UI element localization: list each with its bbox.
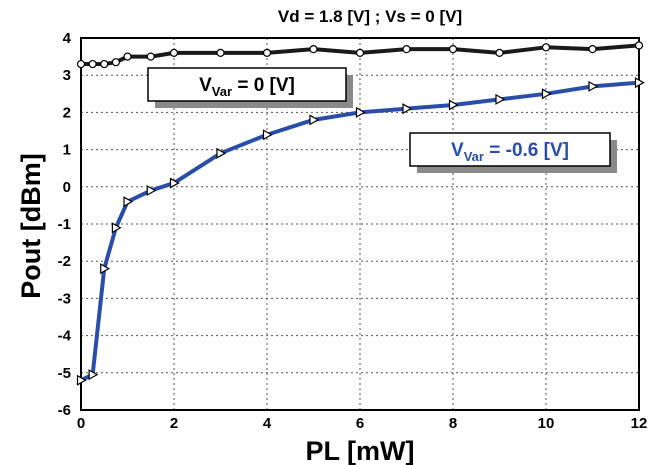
legend-box-0: VVar = 0 [V]: [147, 67, 353, 108]
data-point: [216, 147, 227, 159]
y-tick-label: 2: [63, 104, 71, 121]
legend-label-main: V: [199, 75, 212, 96]
legend-label-rest: = -0.6 [V]: [484, 140, 569, 161]
data-point: [448, 45, 458, 54]
data-point: [634, 77, 645, 89]
legend-label-main: V: [451, 140, 464, 161]
series-1: [76, 77, 645, 386]
y-tick-label: -1: [58, 216, 71, 233]
data-point: [169, 177, 180, 189]
y-tick-label: 1: [63, 142, 71, 159]
data-point: [402, 45, 411, 54]
y-tick-label: -3: [58, 290, 71, 307]
legend-frame: [409, 132, 611, 167]
data-point: [111, 58, 120, 67]
legend-frame: [147, 67, 347, 102]
data-point: [111, 222, 122, 234]
data-point: [541, 88, 552, 100]
data-point: [88, 59, 97, 69]
x-axis-label: PL [mW]: [306, 436, 415, 465]
data-point: [146, 184, 157, 197]
series-0: [76, 41, 644, 69]
data-point: [146, 52, 155, 61]
legend-label: VVar = 0 [V]: [199, 75, 295, 99]
legend-label-sub: Var: [464, 149, 484, 164]
data-point: [76, 374, 87, 386]
data-point: [309, 45, 318, 54]
data-point: [123, 52, 132, 61]
legend-layer: VVar = 0 [V]VVar = -0.6 [V]: [147, 67, 617, 173]
legend-box-1: VVar = -0.6 [V]: [409, 132, 617, 173]
data-point: [100, 59, 109, 69]
x-tick-label: 10: [538, 415, 555, 432]
data-point: [355, 106, 366, 118]
data-point: [309, 114, 320, 126]
data-point: [588, 45, 597, 54]
data-point: [402, 103, 413, 115]
x-tick-label: 8: [449, 415, 457, 432]
data-point: [169, 48, 179, 57]
data-point: [100, 263, 110, 275]
data-point: [123, 196, 134, 208]
legend-label: VVar = -0.6 [V]: [451, 140, 569, 164]
data-point: [634, 41, 644, 50]
chart-title: Vd = 1.8 [V] ; Vs = 0 [V]: [278, 7, 462, 26]
data-point: [495, 48, 504, 57]
data-point: [541, 43, 551, 52]
plot-frame: [80, 37, 640, 411]
series-layer: [76, 41, 645, 386]
grid: [81, 38, 639, 410]
data-point: [495, 93, 506, 105]
y-tick-label: -6: [58, 402, 71, 419]
data-point: [448, 99, 459, 111]
x-tick-label: 0: [77, 415, 85, 432]
y-tick-label: -5: [58, 365, 71, 382]
x-tick-label: 4: [263, 415, 272, 432]
legend-label-rest: = 0 [V]: [232, 75, 295, 96]
data-point: [262, 48, 272, 57]
series-line: [80, 80, 640, 383]
y-tick-label: 0: [63, 179, 71, 196]
x-tick-label: 2: [170, 415, 178, 432]
data-point: [216, 48, 225, 57]
data-point: [355, 48, 365, 57]
y-axis-label: Pout [dBm]: [16, 153, 46, 298]
data-point: [588, 80, 599, 92]
y-tick-label: -2: [58, 253, 71, 270]
y-tick-label: 3: [63, 67, 71, 84]
y-tick-label: 4: [63, 30, 72, 47]
data-point: [262, 129, 273, 141]
data-point: [76, 59, 86, 69]
y-tick-label: -4: [58, 328, 72, 345]
x-tick-label: 12: [631, 415, 648, 432]
x-tick-label: 6: [356, 415, 364, 432]
legend-label-sub: Var: [212, 84, 232, 99]
data-point: [88, 369, 99, 381]
